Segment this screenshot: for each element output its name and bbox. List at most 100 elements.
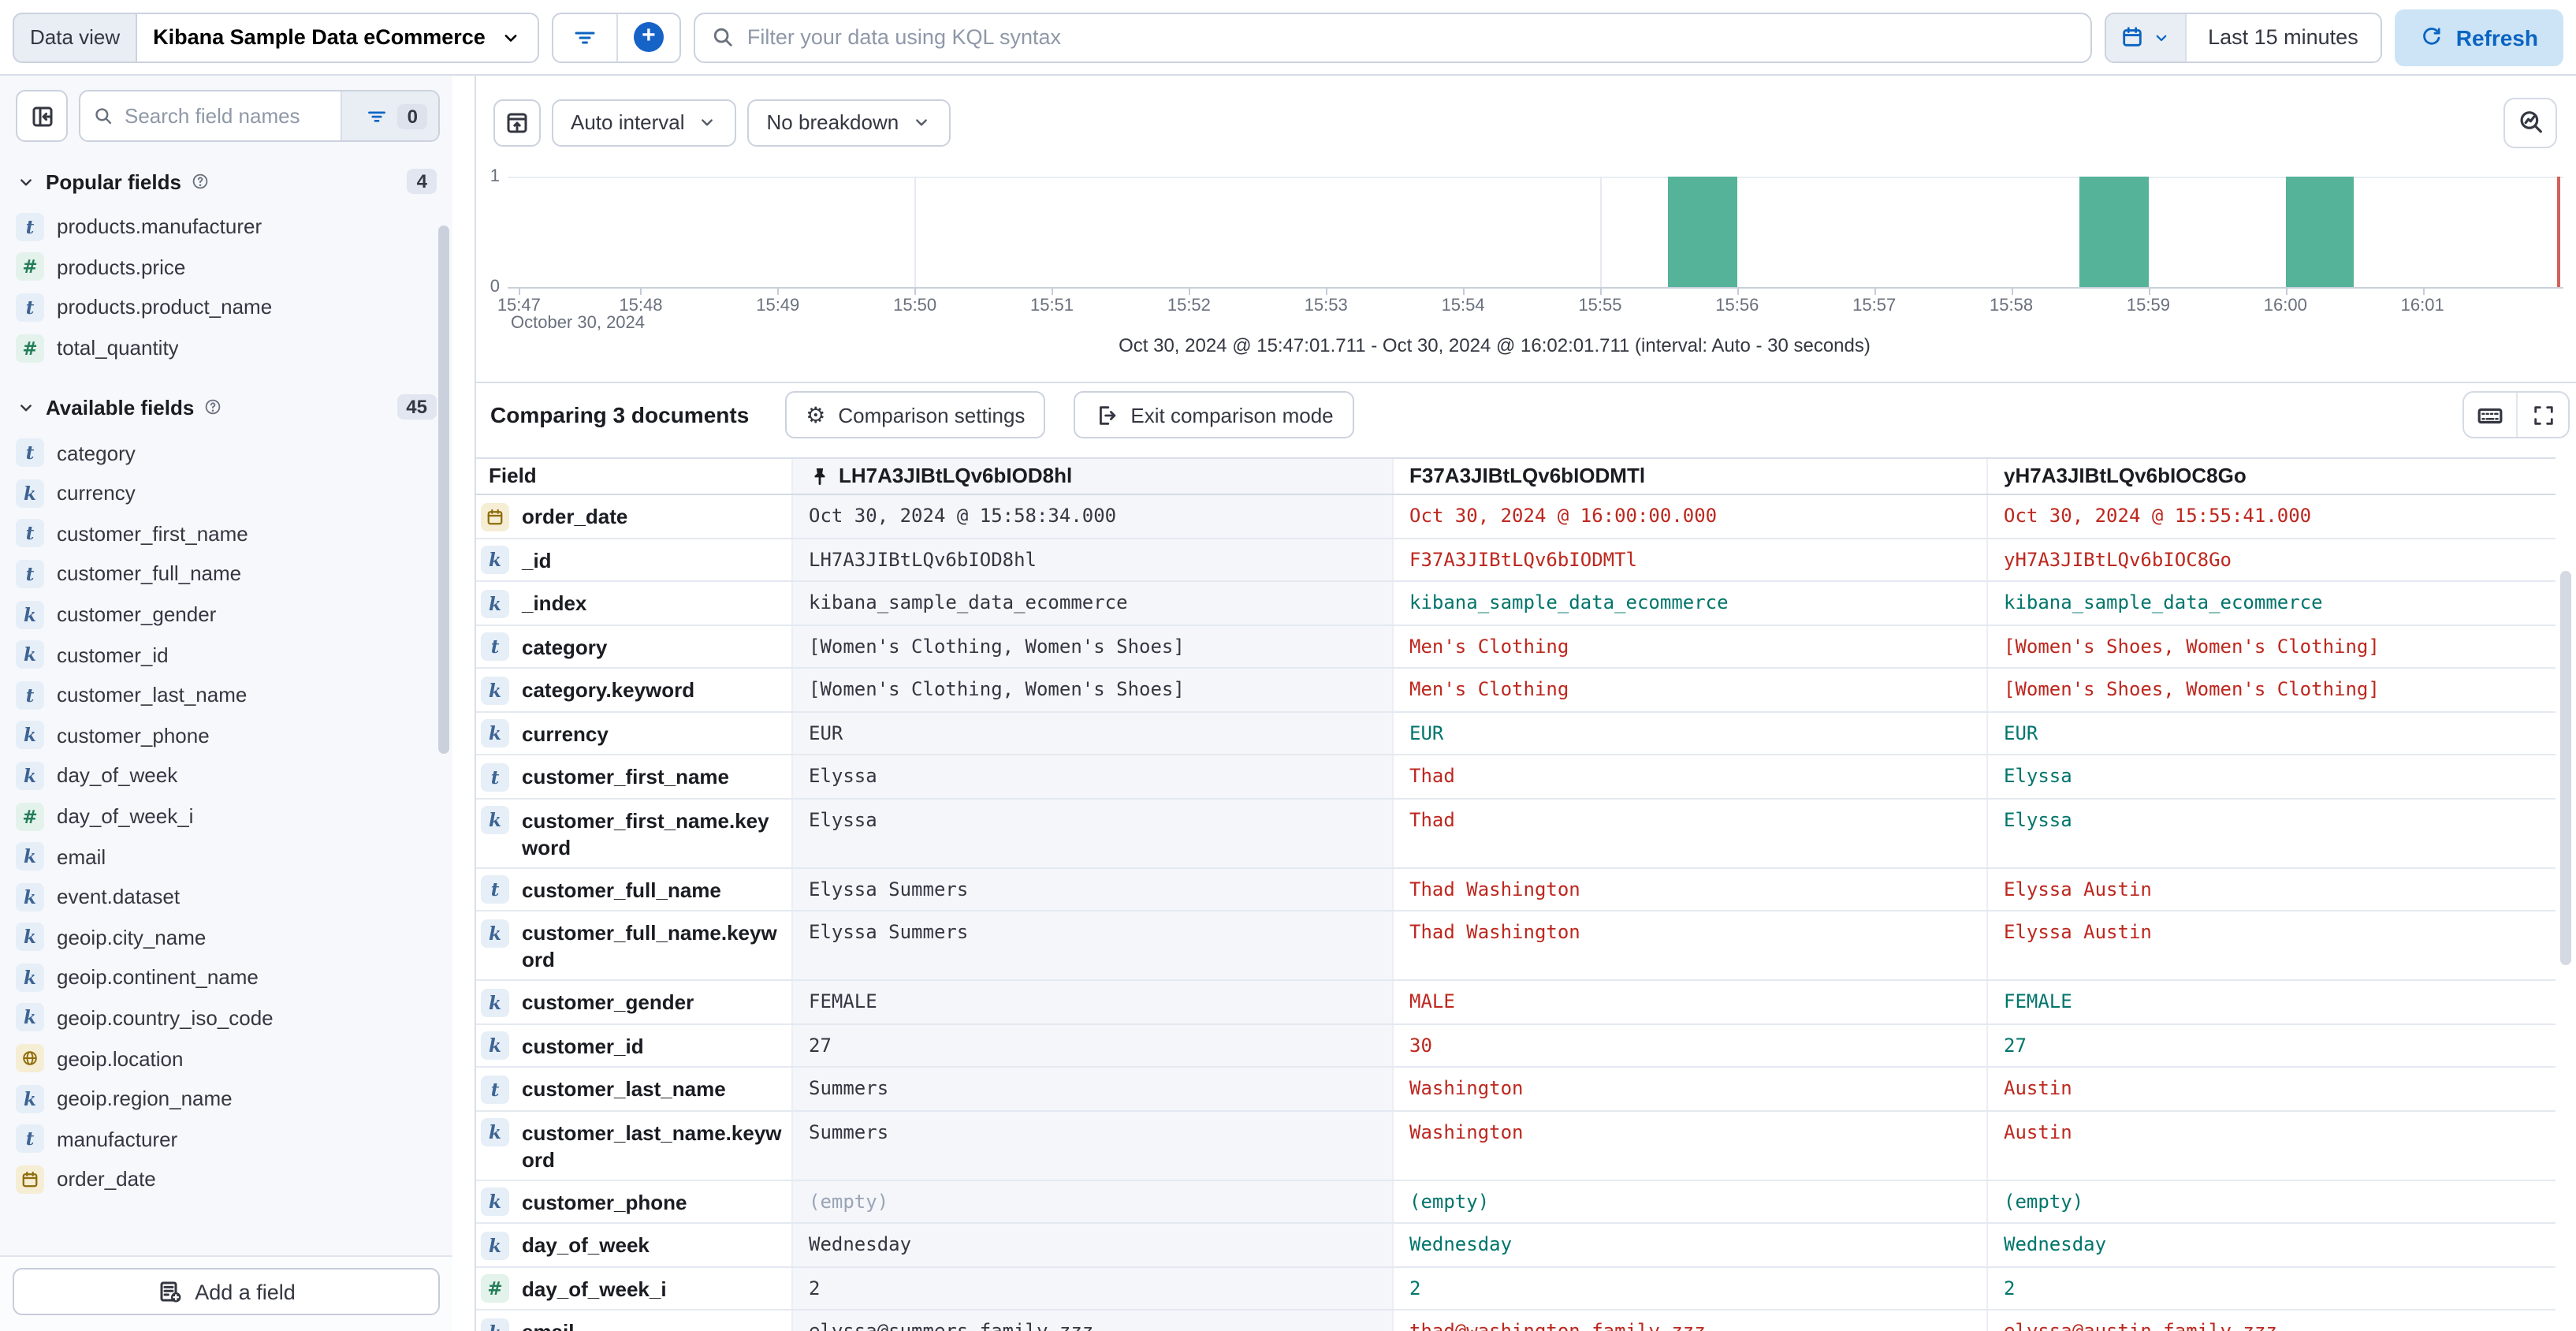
field-item-customer_phone[interactable]: k customer_phone: [0, 715, 452, 755]
doc-value-cell[interactable]: elyssa@austin-family.zzz: [1986, 1310, 2556, 1331]
histogram-bar[interactable]: [2079, 177, 2149, 287]
doc-value-cell[interactable]: Thad: [1392, 799, 1986, 867]
sidebar-scrollbar[interactable]: [438, 226, 449, 754]
field-name-cell[interactable]: # day_of_week_i: [476, 1267, 791, 1309]
doc-value-cell[interactable]: Thad: [1392, 755, 1986, 797]
doc-value-cell[interactable]: Thad Washington: [1392, 912, 1986, 979]
chart-visibility-toggle[interactable]: [493, 99, 541, 146]
interval-select[interactable]: Auto interval: [552, 99, 737, 146]
doc-value-cell[interactable]: Elyssa Austin: [1986, 868, 2556, 910]
field-item-geoip.continent_name[interactable]: k geoip.continent_name: [0, 957, 452, 997]
doc-column-header[interactable]: LH7A3JIBtLQv6bIOD8hl: [791, 459, 1392, 494]
doc-value-cell[interactable]: 2: [791, 1267, 1392, 1309]
doc-value-cell[interactable]: (empty): [1392, 1180, 1986, 1222]
field-item-products.product_name[interactable]: t products.product_name: [0, 287, 452, 327]
doc-value-cell[interactable]: Wednesday: [1986, 1224, 2556, 1266]
doc-value-cell[interactable]: Men's Clothing: [1392, 625, 1986, 667]
explore-in-lens-button[interactable]: [2503, 97, 2557, 147]
keyboard-shortcuts-button[interactable]: [2464, 393, 2516, 437]
field-filter-button[interactable]: 0: [341, 91, 438, 140]
breakdown-select[interactable]: No breakdown: [747, 99, 951, 146]
doc-column-header[interactable]: yH7A3JIBtLQv6bIOC8Go: [1986, 459, 2556, 494]
field-item-email[interactable]: k email: [0, 837, 452, 877]
field-item-customer_id[interactable]: k customer_id: [0, 635, 452, 675]
data-view-picker[interactable]: Kibana Sample Data eCommerce: [136, 12, 539, 62]
field-item-products.manufacturer[interactable]: t products.manufacturer: [0, 207, 452, 247]
doc-value-cell[interactable]: Wednesday: [1392, 1224, 1986, 1266]
doc-value-cell[interactable]: (empty): [791, 1180, 1392, 1222]
doc-value-cell[interactable]: Oct 30, 2024 @ 15:55:41.000: [1986, 495, 2556, 537]
doc-value-cell[interactable]: Thad Washington: [1392, 868, 1986, 910]
doc-value-cell[interactable]: (empty): [1986, 1180, 2556, 1222]
kql-search-input[interactable]: Filter your data using KQL syntax: [693, 12, 2092, 62]
doc-value-cell[interactable]: Washington: [1392, 1111, 1986, 1179]
doc-value-cell[interactable]: yH7A3JIBtLQv6bIOC8Go: [1986, 539, 2556, 580]
doc-value-cell[interactable]: Elyssa: [1986, 755, 2556, 797]
doc-value-cell[interactable]: EUR: [1986, 712, 2556, 754]
field-item-customer_gender[interactable]: k customer_gender: [0, 595, 452, 635]
field-name-cell[interactable]: k customer_last_name.keyword: [476, 1111, 791, 1179]
doc-value-cell[interactable]: [Women's Shoes, Women's Clothing]: [1986, 625, 2556, 667]
field-item-event.dataset[interactable]: k event.dataset: [0, 877, 452, 917]
doc-value-cell[interactable]: Oct 30, 2024 @ 15:58:34.000: [791, 495, 1392, 537]
field-search-input[interactable]: Search field names 0: [79, 90, 440, 142]
doc-value-cell[interactable]: Washington: [1392, 1068, 1986, 1109]
fullscreen-button[interactable]: [2516, 393, 2568, 437]
histogram-bar[interactable]: [2285, 177, 2355, 287]
doc-value-cell[interactable]: Elyssa: [791, 799, 1392, 867]
doc-value-cell[interactable]: Elyssa Summers: [791, 912, 1392, 979]
table-scrollbar[interactable]: [2560, 571, 2571, 965]
doc-value-cell[interactable]: Elyssa: [1986, 799, 2556, 867]
doc-value-cell[interactable]: 2: [1392, 1267, 1986, 1309]
add-filter-button[interactable]: +: [616, 13, 679, 61]
doc-column-header[interactable]: F37A3JIBtLQv6bIODMTl: [1392, 459, 1986, 494]
doc-value-cell[interactable]: Wednesday: [791, 1224, 1392, 1266]
doc-value-cell[interactable]: 27: [1986, 1024, 2556, 1066]
doc-value-cell[interactable]: LH7A3JIBtLQv6bIOD8hl: [791, 539, 1392, 580]
field-name-cell[interactable]: k customer_phone: [476, 1180, 791, 1222]
field-name-cell[interactable]: k currency: [476, 712, 791, 754]
field-item-customer_full_name[interactable]: t customer_full_name: [0, 554, 452, 594]
time-range-button[interactable]: Last 15 minutes: [2186, 13, 2381, 61]
histogram-bar[interactable]: [1668, 177, 1737, 287]
field-name-cell[interactable]: k _id: [476, 539, 791, 580]
doc-value-cell[interactable]: Elyssa: [791, 755, 1392, 797]
doc-value-cell[interactable]: FEMALE: [791, 981, 1392, 1023]
doc-value-cell[interactable]: FEMALE: [1986, 981, 2556, 1023]
field-name-cell[interactable]: k customer_first_name.keyword: [476, 799, 791, 867]
doc-value-cell[interactable]: Elyssa Summers: [791, 868, 1392, 910]
doc-value-cell[interactable]: MALE: [1392, 981, 1986, 1023]
comparison-settings-button[interactable]: ⚙ Comparison settings: [785, 391, 1046, 438]
popular-fields-header[interactable]: Popular fields 4: [0, 162, 452, 200]
field-name-cell[interactable]: t category: [476, 625, 791, 667]
doc-value-cell[interactable]: Elyssa Austin: [1986, 912, 2556, 979]
field-item-total_quantity[interactable]: # total_quantity: [0, 328, 452, 368]
field-name-cell[interactable]: t customer_first_name: [476, 755, 791, 797]
doc-value-cell[interactable]: [Women's Clothing, Women's Shoes]: [791, 625, 1392, 667]
field-item-geoip.location[interactable]: geoip.location: [0, 1038, 452, 1079]
field-name-cell[interactable]: k day_of_week: [476, 1224, 791, 1266]
field-item-day_of_week_i[interactable]: # day_of_week_i: [0, 796, 452, 836]
doc-value-cell[interactable]: Austin: [1986, 1111, 2556, 1179]
doc-value-cell[interactable]: 27: [791, 1024, 1392, 1066]
doc-value-cell[interactable]: [Women's Shoes, Women's Clothing]: [1986, 669, 2556, 710]
saved-query-menu-button[interactable]: [553, 13, 616, 61]
field-name-cell[interactable]: t customer_full_name: [476, 868, 791, 910]
field-item-manufacturer[interactable]: t manufacturer: [0, 1119, 452, 1159]
field-name-cell[interactable]: k customer_full_name.keyword: [476, 912, 791, 979]
field-item-day_of_week[interactable]: k day_of_week: [0, 755, 452, 796]
field-item-geoip.city_name[interactable]: k geoip.city_name: [0, 917, 452, 957]
doc-value-cell[interactable]: 30: [1392, 1024, 1986, 1066]
doc-value-cell[interactable]: Summers: [791, 1068, 1392, 1109]
field-name-cell[interactable]: k customer_gender: [476, 981, 791, 1023]
doc-value-cell[interactable]: kibana_sample_data_ecommerce: [1986, 582, 2556, 624]
date-quick-select-button[interactable]: [2105, 13, 2187, 61]
exit-comparison-button[interactable]: Exit comparison mode: [1074, 391, 1354, 438]
field-item-products.price[interactable]: # products.price: [0, 247, 452, 287]
field-name-cell[interactable]: k category.keyword: [476, 669, 791, 710]
available-fields-header[interactable]: Available fields 45: [0, 389, 452, 427]
field-item-geoip.region_name[interactable]: k geoip.region_name: [0, 1079, 452, 1119]
add-field-button[interactable]: Add a field: [13, 1268, 440, 1315]
doc-value-cell[interactable]: Men's Clothing: [1392, 669, 1986, 710]
